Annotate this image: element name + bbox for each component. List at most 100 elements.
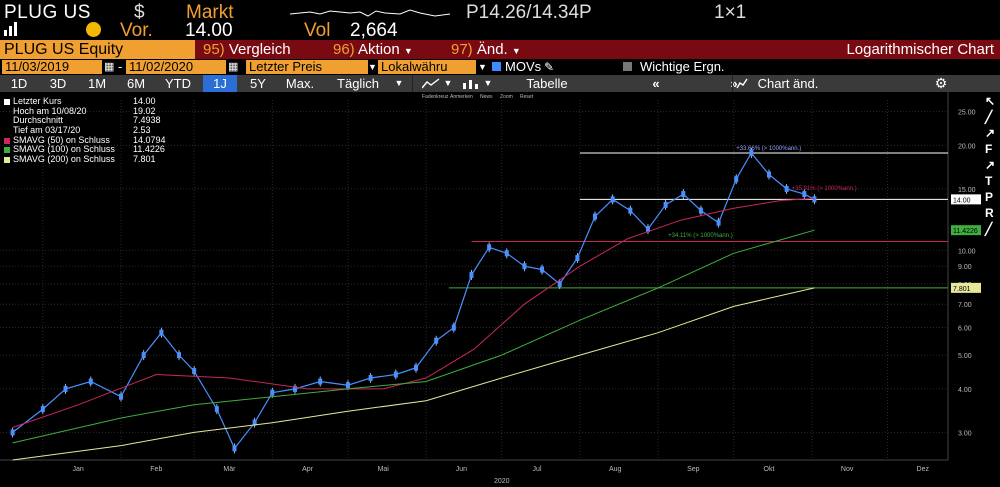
legend-value: 14.0794 [133, 134, 166, 145]
series-line [12, 198, 815, 428]
menu-number: 95) [203, 41, 225, 58]
candle-body [593, 213, 598, 220]
candle-body [663, 201, 668, 208]
news-tool[interactable]: News [480, 94, 493, 100]
price-tag-box [951, 282, 981, 293]
period-6m[interactable]: 6M [126, 76, 146, 91]
percent-icon[interactable]: P [985, 190, 994, 204]
volume-label: Vol [304, 20, 331, 41]
chart-legend: Letzter Kurs 14.00 Hoch am 10/08/20 19.02 … [4, 96, 166, 165]
currency-select[interactable]: Lokalwähru [378, 60, 476, 74]
double-chevron-right-icon[interactable]: » [730, 76, 738, 91]
sparkline-icon [290, 9, 451, 17]
y-tick-label: 7.00 [958, 302, 972, 309]
ruler-icon[interactable]: R [985, 206, 994, 220]
period-5y[interactable]: 5Y [250, 76, 266, 91]
double-chevron-left-icon[interactable]: « [652, 76, 660, 91]
crosshair-tool[interactable]: Fadenkreuz [422, 94, 449, 100]
period-1d[interactable]: 1D [10, 76, 28, 91]
candle-body [557, 281, 562, 288]
legend-value: 7.801 [133, 154, 156, 165]
menu-number: 97) [451, 41, 473, 58]
period-1j[interactable]: 1J [203, 75, 237, 92]
table-button[interactable]: Tabelle [526, 76, 568, 91]
menu-vergleich[interactable]: 95) Vergleich [203, 40, 291, 59]
x-tick-label: Jul [533, 466, 542, 473]
zoom-tool[interactable]: Zoom [500, 94, 513, 100]
reset-tool[interactable]: Reset [520, 94, 534, 100]
chart-settings-icon[interactable] [736, 78, 748, 89]
annotate-tool[interactable]: Anmerken [450, 94, 473, 100]
price-tag-box [951, 194, 981, 205]
candle-body [177, 352, 182, 359]
period-toolbar: 1D 3D 1M 6M YTD 1J 5Y Max. Täglich ▼ ▼ ▼… [0, 75, 1000, 92]
candle-body [698, 207, 703, 214]
security-field[interactable]: PLUG US Equity [0, 40, 195, 59]
fib-icon[interactable]: F [985, 142, 993, 156]
price-chart[interactable]: 3.004.005.006.007.008.009.0010.0015.0020… [0, 92, 983, 487]
x-tick-label: Mai [378, 466, 390, 473]
chart-change-button[interactable]: Chart änd. [757, 76, 819, 91]
calendar-icon[interactable]: ▦ [104, 61, 115, 73]
menu-aenderung[interactable]: 97) Änd. ▼ [451, 40, 521, 59]
series-line [12, 229, 815, 444]
candle-body [434, 337, 439, 344]
dropdown-arrow-icon[interactable]: ▼ [478, 62, 487, 72]
prev-label: Vor. [120, 20, 153, 41]
end-date-field[interactable]: 11/02/2020 [126, 60, 226, 74]
x-tick-label: Dez [917, 466, 930, 473]
gear-icon[interactable]: ⚙ [934, 75, 948, 91]
legend-swatch [4, 157, 10, 164]
change-annotation: +35.91% (> 1000%ann.) [792, 186, 857, 192]
pencil-icon[interactable]: ✎ [544, 60, 555, 74]
period-1m[interactable]: 1M [87, 76, 107, 91]
trendline-icon[interactable]: ╱ [985, 110, 993, 124]
menu-aktion[interactable]: 96) Aktion ▼ [333, 40, 413, 59]
dropdown-arrow-icon[interactable]: ▼ [443, 78, 453, 88]
movs-checkbox[interactable] [492, 62, 501, 71]
candle-body [812, 196, 817, 203]
bar-chart-icon[interactable] [462, 78, 480, 89]
legend-row: SMAVG (200) on Schluss 7.801 [4, 154, 166, 165]
candle-body [10, 429, 15, 436]
dropdown-arrow-icon[interactable]: ▼ [368, 62, 377, 72]
text-icon[interactable]: T [985, 174, 993, 188]
arrow-icon[interactable]: ↗ [985, 158, 996, 172]
ray-icon[interactable]: ↗ [985, 126, 996, 140]
frequency-select[interactable]: Täglich [337, 76, 379, 91]
dropdown-arrow-icon[interactable]: ▼ [394, 78, 404, 88]
legend-row: Durchschnitt 7.4938 [4, 116, 166, 126]
events-checkbox[interactable] [623, 62, 632, 71]
cursor-icon[interactable]: ↖ [985, 94, 996, 108]
period-ytd[interactable]: YTD [165, 76, 191, 91]
candle-body [487, 244, 492, 251]
x-tick-label: Aug [609, 466, 622, 473]
period-3d[interactable]: 3D [49, 76, 67, 91]
candle-body [766, 171, 771, 178]
period-max[interactable]: Max. [285, 76, 315, 91]
price-tag-label: 11.4226 [953, 228, 978, 235]
command-bar: PLUG US Equity 95) Vergleich 96) Aktion … [0, 40, 1000, 59]
price-type-select[interactable]: Letzter Preis [246, 60, 368, 74]
prev-value: 14.00 [185, 20, 233, 41]
line-chart-icon[interactable] [422, 78, 440, 89]
legend-swatch [4, 137, 10, 144]
dropdown-arrow-icon: ▼ [511, 46, 521, 56]
divider [412, 75, 413, 92]
candle-body [469, 271, 474, 278]
calendar-icon[interactable]: ▦ [228, 61, 239, 73]
gauge-icon [86, 22, 101, 37]
change-annotation: +34.11% (> 1000%ann.) [668, 233, 733, 239]
candle-body [88, 378, 93, 385]
line-icon[interactable]: ╱ [985, 222, 993, 236]
legend-label: SMAVG (200) on Schluss [13, 154, 115, 165]
range-bar: 11/03/2019 ▦ - 11/02/2020 ▦ Letzter Prei… [0, 59, 1000, 75]
x-tick-label: Jun [456, 466, 467, 473]
candle-body [540, 266, 545, 273]
candle-body [318, 378, 323, 385]
dropdown-arrow-icon[interactable]: ▼ [483, 78, 493, 88]
start-date-field[interactable]: 11/03/2019 [2, 60, 102, 74]
price-tag-label: 7.801 [953, 286, 971, 293]
menu-label: Aktion [358, 41, 400, 58]
chart-title: Logarithmischer Chart [846, 41, 994, 58]
